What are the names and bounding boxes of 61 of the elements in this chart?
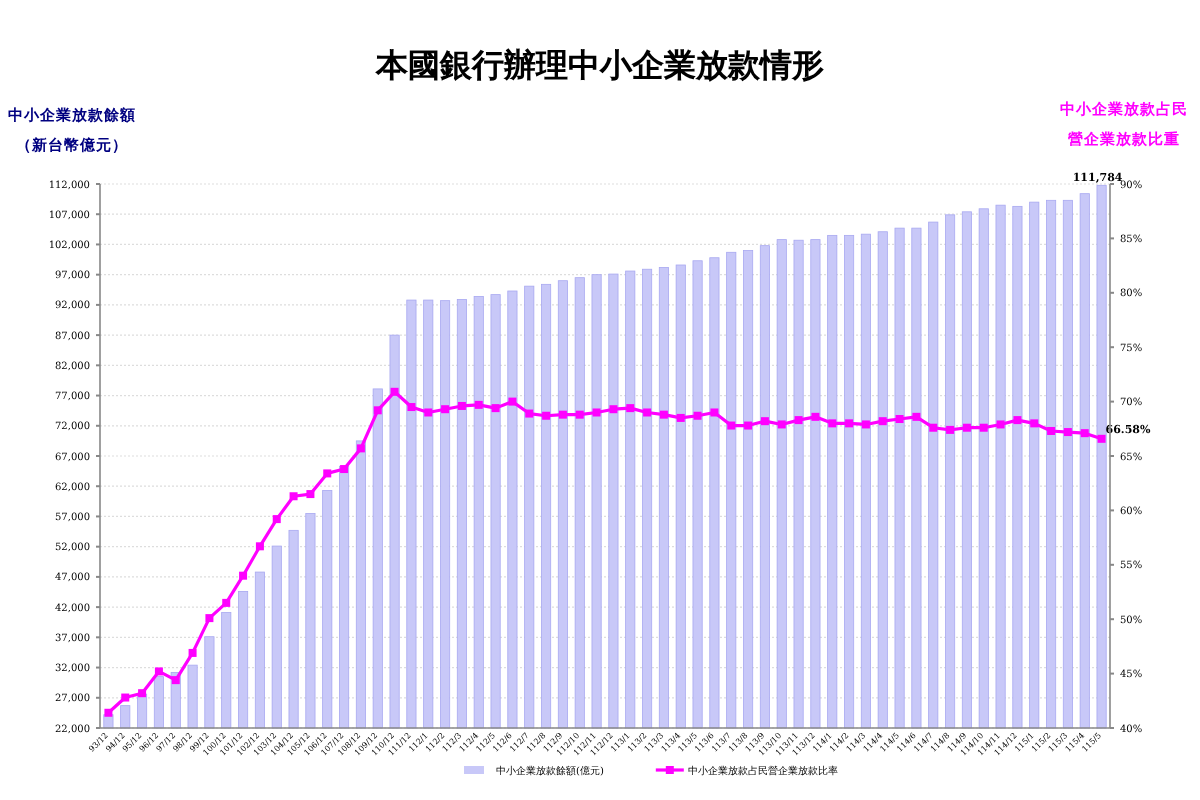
point	[861, 420, 870, 429]
point	[542, 411, 551, 420]
point	[1047, 426, 1056, 435]
point	[777, 420, 786, 429]
point	[255, 542, 264, 551]
point	[979, 423, 988, 432]
point	[996, 420, 1005, 429]
point	[1030, 419, 1039, 428]
point	[659, 410, 668, 419]
point	[794, 416, 803, 425]
point	[491, 404, 500, 413]
point	[457, 401, 466, 410]
point	[946, 425, 955, 434]
point	[121, 693, 130, 702]
point	[626, 404, 635, 413]
point	[441, 405, 450, 414]
point	[222, 598, 231, 607]
point	[323, 469, 332, 478]
point	[356, 444, 365, 453]
point	[1097, 434, 1106, 443]
point	[407, 403, 416, 412]
point	[306, 490, 315, 499]
point	[895, 415, 904, 424]
point	[1080, 429, 1089, 438]
point	[239, 571, 248, 580]
point	[845, 419, 854, 428]
point	[373, 406, 382, 415]
point	[929, 423, 938, 432]
point	[1013, 416, 1022, 425]
point	[340, 465, 349, 474]
point	[962, 423, 971, 432]
point	[828, 419, 837, 428]
point	[205, 614, 214, 623]
point	[508, 397, 517, 406]
point	[558, 410, 567, 419]
point	[272, 515, 281, 524]
point	[289, 492, 298, 501]
point	[575, 410, 584, 419]
point	[138, 689, 147, 698]
point	[188, 648, 197, 657]
point	[609, 405, 618, 414]
point	[154, 667, 163, 676]
point	[474, 400, 483, 409]
point	[710, 408, 719, 417]
point	[693, 411, 702, 420]
point	[525, 409, 534, 418]
point	[592, 408, 601, 417]
point	[744, 421, 753, 430]
chart-title: 本國銀行辦理中小企業放款情形	[374, 46, 824, 84]
point	[811, 412, 820, 421]
point	[1063, 428, 1072, 437]
point	[727, 421, 736, 430]
point	[643, 408, 652, 417]
point	[171, 676, 180, 685]
point	[878, 417, 887, 426]
point	[424, 408, 433, 417]
point	[390, 387, 399, 396]
point	[760, 417, 769, 426]
point	[104, 708, 113, 717]
point	[912, 412, 921, 421]
point	[676, 413, 685, 422]
